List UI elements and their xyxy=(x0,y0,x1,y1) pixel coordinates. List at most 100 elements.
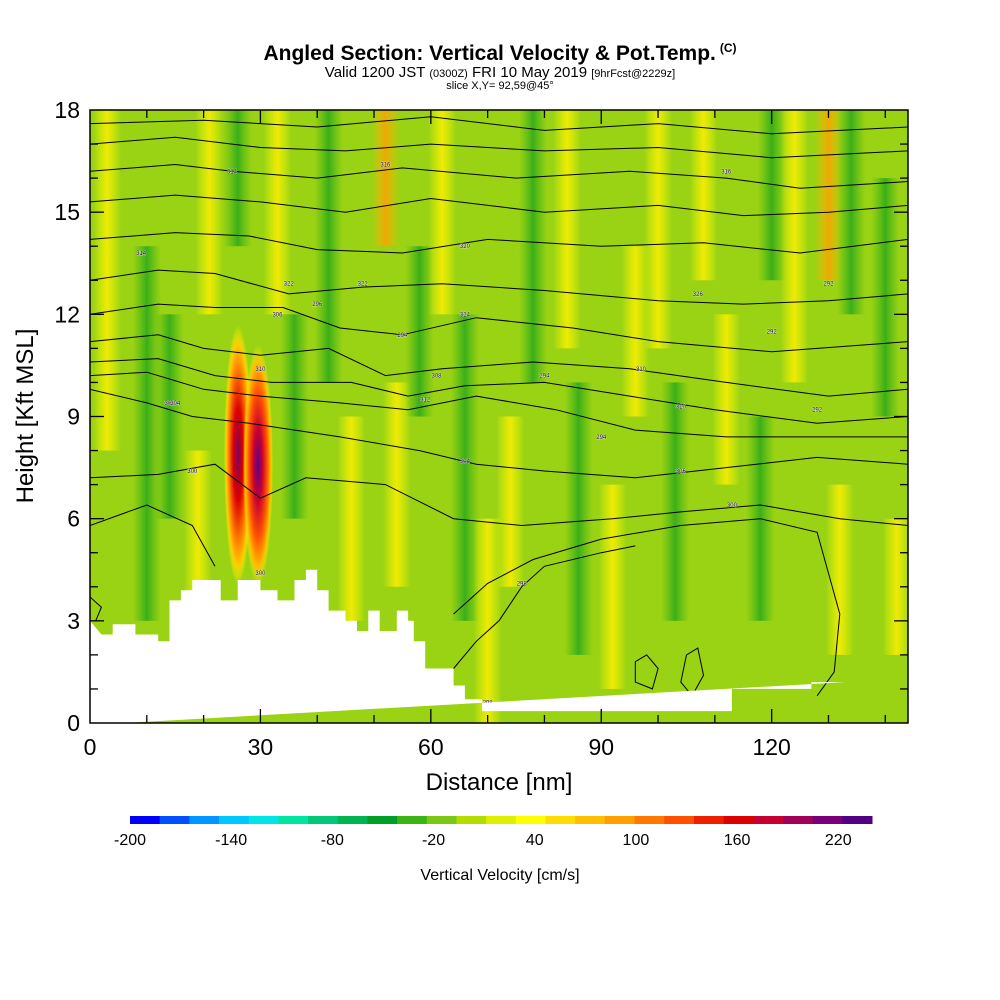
y-tick-label: 0 xyxy=(67,710,80,736)
contour-label: 306 xyxy=(676,469,687,475)
colorbar-tick-label: 100 xyxy=(623,832,650,849)
colorbar-swatch xyxy=(664,816,695,824)
contour-label: 314 xyxy=(136,251,147,257)
colorbar-swatch xyxy=(308,816,339,824)
colorbar-swatch xyxy=(634,816,665,824)
colorbar-tick-label: 160 xyxy=(724,832,751,849)
colorbar-tick-labels: -200 -140 -80 -20 40 100 160 220 xyxy=(114,832,852,849)
colorbar-swatch xyxy=(219,816,250,824)
velocity-band xyxy=(280,314,309,519)
theta-contour xyxy=(90,504,216,567)
theta-contour xyxy=(90,334,908,397)
velocity-band xyxy=(155,314,184,519)
colorbar-swatch xyxy=(753,816,784,824)
contour-label: 308 xyxy=(432,374,443,380)
terrain-mask xyxy=(90,569,846,723)
colorbar-swatch xyxy=(426,816,457,824)
colorbar-swatch xyxy=(575,816,606,824)
velocity-band xyxy=(553,110,582,349)
chart-title-text: Angled Section: Vertical Velocity & Pot.… xyxy=(263,42,716,65)
colorbar-tick-label: 40 xyxy=(526,832,544,849)
velocity-band xyxy=(689,110,718,281)
contour-label: 294 xyxy=(397,333,408,339)
theta-contour xyxy=(90,358,908,424)
velocity-band xyxy=(371,110,400,247)
velocity-band xyxy=(837,110,866,315)
contour-label: 300 xyxy=(187,469,198,475)
x-tick-label: 0 xyxy=(84,734,97,760)
velocity-band xyxy=(314,110,343,383)
chart-subtitle: Valid 1200 JST (0300Z) FRI 10 May 2019 [… xyxy=(0,64,1000,81)
colorbar-swatch xyxy=(693,816,725,824)
colorbar-swatch xyxy=(812,816,843,824)
colorbar-swatch xyxy=(782,816,814,824)
velocity-band xyxy=(195,110,224,315)
updraft-core-2 xyxy=(243,345,273,585)
title-block: Angled Section: Vertical Velocity & Pot.… xyxy=(0,36,1000,92)
colorbar-tick-label: -140 xyxy=(215,832,247,849)
contour-label: 326 xyxy=(693,292,704,298)
colorbar-swatch xyxy=(189,816,220,824)
x-tick-labels: 0 30 60 90 120 xyxy=(84,734,791,760)
contour-label: 292 xyxy=(812,408,823,414)
velocity-band xyxy=(263,110,292,315)
theta-contour xyxy=(90,388,908,479)
colorbar-swatch xyxy=(248,816,279,824)
contour-label: 310 xyxy=(636,367,647,373)
colorbar-swatch xyxy=(545,816,576,824)
colorbar-swatch xyxy=(278,816,309,824)
contour-label: 304 xyxy=(170,401,181,407)
x-tick-label: 90 xyxy=(588,734,614,760)
contour-label: 322 xyxy=(358,282,369,288)
velocity-band xyxy=(644,110,673,349)
theta-contour xyxy=(90,194,908,217)
theta-contour xyxy=(90,371,908,438)
contour-label: 310 xyxy=(676,404,687,410)
velocity-band xyxy=(712,314,741,485)
contour-label: 320 xyxy=(460,244,471,250)
contour-label: 300 xyxy=(727,503,738,509)
theta-contour xyxy=(453,518,841,697)
copyright-mark: (C) xyxy=(719,41,737,55)
contour-label: 306 xyxy=(272,312,283,318)
x-tick-label: 30 xyxy=(248,734,274,760)
velocity-band xyxy=(661,382,690,621)
colorbar-label: Vertical Velocity [cm/s] xyxy=(420,867,579,884)
contour-label: 324 xyxy=(460,312,471,318)
velocity-band xyxy=(496,416,525,587)
contour-label: 316 xyxy=(380,162,391,168)
velocity-band xyxy=(871,178,900,417)
y-tick-label: 9 xyxy=(67,404,80,430)
potential-temperature-contours xyxy=(90,116,908,697)
theta-contour xyxy=(90,269,908,305)
colorbar-swatch xyxy=(159,816,190,824)
theta-contour xyxy=(90,136,908,159)
contour-label: 304 xyxy=(460,459,471,465)
axis-ticks xyxy=(90,110,908,723)
valid-time: Valid 1200 JST xyxy=(324,64,426,81)
contour-label: 292 xyxy=(823,282,834,288)
velocity-band xyxy=(825,484,854,655)
contour-label: 316 xyxy=(721,169,732,175)
colorbar-swatch xyxy=(515,816,547,824)
contour-labels: 314 316 316 314 320 322 322 324 326 306 308 310 310 3… xyxy=(136,162,835,707)
velocity-band xyxy=(223,110,252,247)
colorbar-tick-label: -200 xyxy=(114,832,146,849)
colorbar xyxy=(130,816,873,824)
contour-label: 300 xyxy=(255,571,266,577)
y-axis-label: Height [Kft MSL] xyxy=(12,329,39,504)
contour-label: 308 xyxy=(165,401,176,407)
theta-contour xyxy=(680,647,705,697)
vertical-velocity-field: 314 316 316 314 320 322 322 324 326 306 308 310 310 3… xyxy=(90,110,908,723)
colorbar-swatch xyxy=(397,816,428,824)
contour-label: 322 xyxy=(284,282,295,288)
colorbar-swatch xyxy=(604,816,636,824)
theta-contour xyxy=(453,545,636,669)
chart-title: Angled Section: Vertical Velocity & Pot.… xyxy=(0,36,1000,66)
valid-zulu: (0300Z) xyxy=(429,68,468,80)
velocity-band xyxy=(337,416,366,621)
x-tick-label: 60 xyxy=(418,734,444,760)
theta-contour xyxy=(90,463,908,527)
contour-label: 294 xyxy=(596,435,607,441)
